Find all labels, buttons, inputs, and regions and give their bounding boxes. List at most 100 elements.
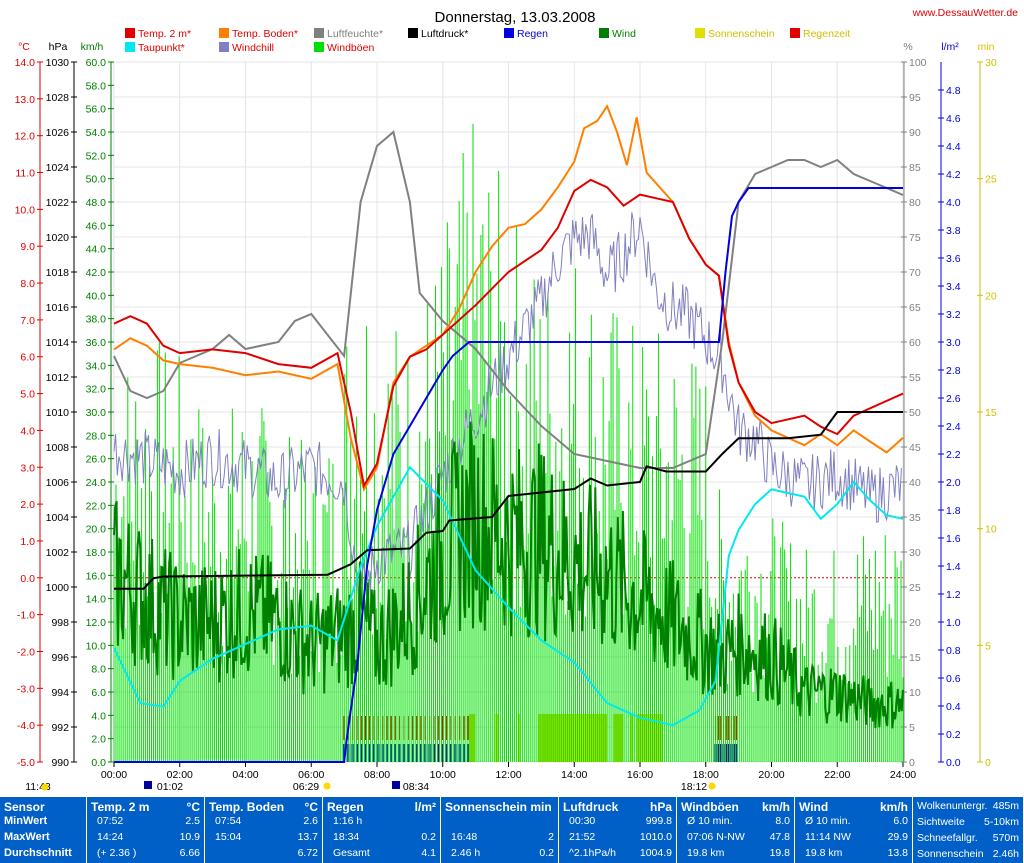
- humidity-tick-label: 25: [909, 582, 921, 594]
- wind-tick-label: 6.0: [91, 687, 106, 699]
- stats-table: Sensor MinWert MaxWert Durchschnitt Temp. 2 …: [0, 797, 1024, 863]
- sun-tick-label: 10: [985, 524, 997, 536]
- legend-label: Temp. Boden*: [232, 28, 298, 40]
- stats-cell-value: 6.0: [893, 815, 908, 827]
- x-tick-label: 20:00: [758, 769, 784, 781]
- wind-tick-label: 24.0: [86, 477, 107, 489]
- legend-swatch: [599, 28, 609, 38]
- rain-unit: l/m²: [941, 41, 959, 53]
- stats-row: 00:30 999.8: [563, 815, 672, 828]
- legend-label: Temp. 2 m*: [138, 28, 191, 40]
- temp-tick-label: -5.0: [17, 757, 35, 769]
- temp-tick-label: 6.0: [20, 352, 35, 364]
- rain-tick-label: 2.8: [946, 365, 961, 377]
- stats-cell-value: 10.9: [179, 831, 200, 843]
- wind-tick-label: 60.0: [86, 57, 107, 69]
- stats-cell-value: 8.0: [775, 815, 790, 827]
- legend-label: Windchill: [232, 42, 274, 54]
- stats-cell-value: 1004.9: [639, 847, 672, 859]
- stats-cell-value: 29.9: [887, 831, 908, 843]
- chart-legend: Temp. 2 m* Temp. Boden* Luftfeuchte* Luftdr…: [125, 28, 850, 54]
- x-tick-label: 18:00: [693, 769, 719, 781]
- stats-header-label: Temp. 2 m: [91, 800, 150, 814]
- wind-tick-label: 4.0: [91, 710, 106, 722]
- stats-cell-value: 6.66: [179, 847, 200, 859]
- stats-extra-value: 2.46h: [992, 848, 1019, 860]
- stats-cell-value: 13.8: [887, 847, 908, 859]
- stats-header: Wind km/h: [799, 800, 908, 814]
- stats-block-regen: Regen l/m² 1:16 h 18:34 0.2 Gesamt 4.1: [323, 797, 441, 863]
- stats-header-unit: km/h: [761, 800, 790, 814]
- stats-cell-left: 16:48: [451, 831, 478, 843]
- windchill-line: [113, 212, 902, 610]
- humidity-tick-label: 10: [909, 687, 921, 699]
- sunshine-bar: [469, 714, 476, 762]
- rain-tick-label: 3.8: [946, 225, 961, 237]
- stats-block-luftdruck: Luftdruck hPa 00:30 999.8 21:52 1010.0 ^2.1hPa…: [559, 797, 677, 863]
- humidity-unit: %: [903, 41, 912, 53]
- stats-cell-left: Ø 10 min.: [687, 815, 733, 827]
- sunshine-bar: [600, 714, 608, 762]
- wind-tick-label: 14.0: [86, 594, 107, 606]
- humidity-tick-label: 45: [909, 442, 921, 454]
- stats-header: Windböen km/h: [681, 800, 790, 814]
- sunshine-bar: [541, 714, 548, 762]
- moon-phase-icon: [144, 781, 152, 789]
- stats-header: Temp. 2 m °C: [91, 800, 200, 814]
- stats-row: Gesamt 4.1: [327, 847, 436, 860]
- legend-label: Sonnenschein: [708, 28, 775, 40]
- stats-row-label: MinWert: [4, 815, 48, 827]
- temp-tick-label: -1.0: [17, 610, 35, 622]
- legend-label: Luftfeuchte*: [327, 28, 383, 40]
- x-tick-label: 14:00: [561, 769, 587, 781]
- x-tick-label: 06:00: [298, 769, 324, 781]
- rain-tick-label: 2.4: [946, 421, 961, 433]
- rain-tick-label: 0.4: [946, 701, 961, 713]
- temp-tick-label: 4.0: [20, 425, 35, 437]
- temp-unit: °C: [18, 41, 30, 53]
- stats-row: 21:52 1010.0: [563, 831, 672, 844]
- pressure-tick-label: 1024: [46, 162, 70, 174]
- stats-row: 19.8 km 13.8: [799, 847, 908, 860]
- legend-swatch: [504, 28, 514, 38]
- temp-tick-label: 10.0: [15, 204, 36, 216]
- wind-line: [113, 421, 904, 729]
- moon-icon: [41, 783, 49, 791]
- stats-cell-left: 19.8 km: [687, 847, 725, 859]
- temp-tick-label: 7.0: [20, 315, 35, 327]
- legend-label: Luftdruck*: [421, 28, 468, 40]
- stats-cell-value: 0.2: [421, 831, 436, 843]
- stats-row: Ø 10 min. 6.0: [799, 815, 908, 828]
- stats-row: 16:48 2: [445, 831, 554, 844]
- marker-moon_extra: 01:02: [157, 781, 183, 793]
- stats-header-unit: °C: [304, 800, 318, 814]
- temp-tick-label: 9.0: [20, 241, 35, 253]
- stats-cell-value: 47.8: [769, 831, 790, 843]
- site-link[interactable]: www.DessauWetter.de: [912, 7, 1019, 19]
- temp-tick-label: 2.0: [20, 499, 35, 511]
- humidity-tick-label: 80: [909, 197, 921, 209]
- series-windchill: [113, 212, 902, 610]
- humidity-tick-label: 5: [909, 722, 915, 734]
- wind-tick-label: 54.0: [86, 127, 107, 139]
- wind-tick-label: 48.0: [86, 197, 107, 209]
- x-tick-label: 04:00: [232, 769, 258, 781]
- legend-swatch: [314, 42, 324, 52]
- stats-header-unit: km/h: [879, 800, 908, 814]
- stats-cell-value: 2.5: [185, 815, 200, 827]
- stats-header: Sonnenschein min: [445, 800, 554, 814]
- stats-block-sensor: Sensor MinWert MaxWert Durchschnitt: [0, 797, 87, 863]
- humidity-tick-label: 50: [909, 407, 921, 419]
- stats-row: 14:24 10.9: [91, 831, 200, 844]
- x-tick-label: 24:00: [890, 769, 916, 781]
- stats-extra-value: 570m: [992, 832, 1019, 844]
- sun-tick-label: 0: [985, 757, 991, 769]
- rain-tick-label: 0.6: [946, 673, 961, 685]
- stats-cell-left: 00:30: [569, 815, 596, 827]
- marker-moonset: 08:34: [403, 781, 429, 793]
- stats-cell-value: 2.6: [303, 815, 318, 827]
- stats-row-label: Durchschnitt: [4, 847, 72, 859]
- wind-tick-label: 40.0: [86, 290, 107, 302]
- rain-tick-label: 4.8: [946, 85, 961, 97]
- sunset-icon: [708, 782, 716, 790]
